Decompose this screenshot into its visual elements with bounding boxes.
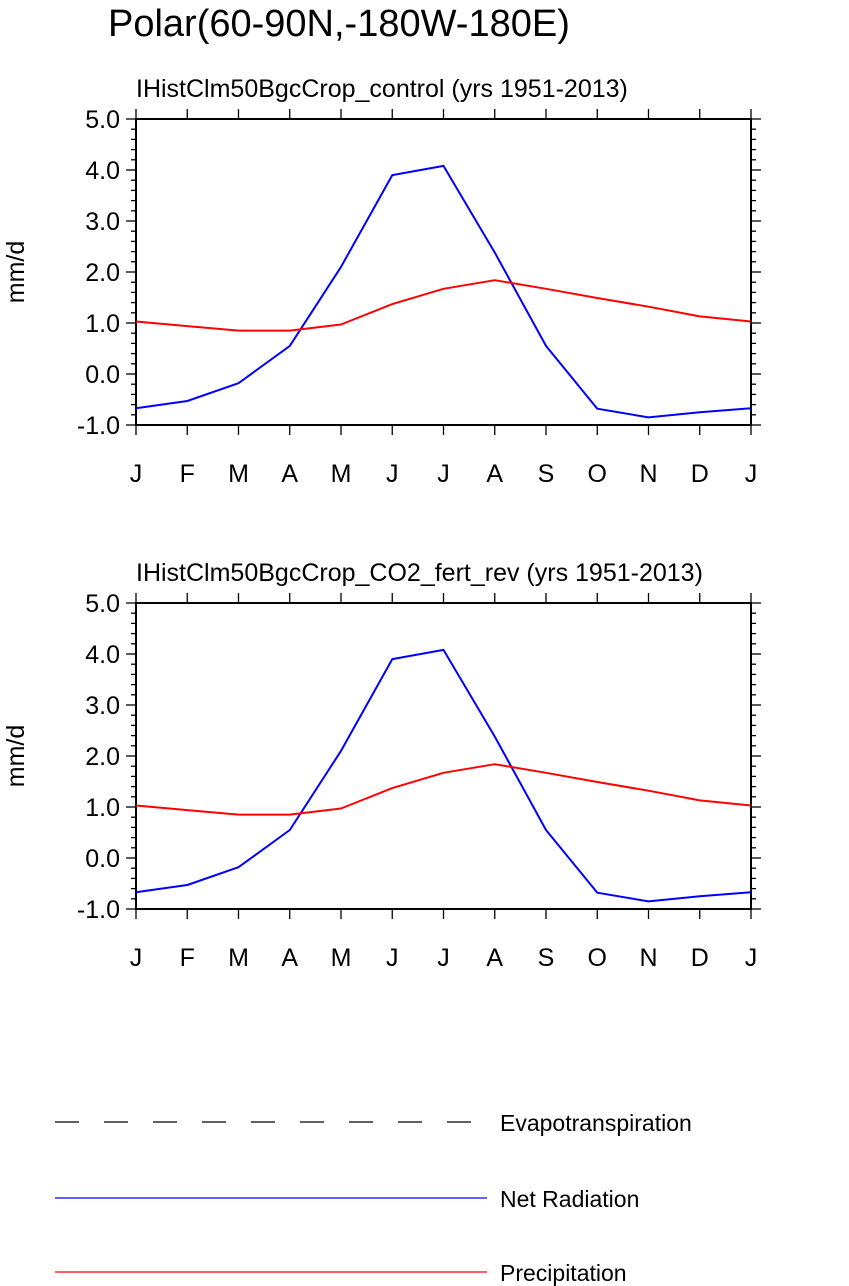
x-tick-label: F [180, 944, 195, 972]
y-ticks [126, 602, 761, 910]
x-tick-label: M [331, 944, 352, 972]
x-tick-label: A [486, 460, 503, 488]
x-tick-label: O [588, 944, 607, 972]
chart-title: IHistClm50BgcCrop_CO2_fert_rev (yrs 1951… [136, 559, 703, 587]
x-tick-label: J [386, 460, 399, 488]
x-tick-label: M [331, 460, 352, 488]
net-radiation-line [135, 164, 752, 419]
x-tick-label: J [386, 944, 399, 972]
y-tick-label: 1.0 [85, 310, 120, 338]
x-tick-label: D [691, 944, 709, 972]
y-tick-label: 4.0 [85, 157, 120, 185]
x-tick-label: M [228, 460, 249, 488]
x-tick-label: J [745, 460, 758, 488]
chart-panel-1: IHistClm50BgcCrop_control (yrs 1951-2013… [2, 75, 761, 488]
x-tick-label: J [437, 460, 450, 488]
y-axis-label: mm/d [2, 241, 30, 304]
chart-panels: IHistClm50BgcCrop_control (yrs 1951-2013… [2, 75, 761, 972]
x-tick-label: S [538, 460, 555, 488]
y-tick-label: 3.0 [85, 208, 120, 236]
net-radiation-line [135, 648, 752, 903]
x-tick-label: J [745, 944, 758, 972]
main-title: Polar(60-90N,-180W-180E) [108, 3, 570, 45]
precipitation-line [135, 763, 752, 816]
x-ticks [135, 109, 752, 435]
x-tick-label: A [281, 944, 298, 972]
y-tick-label: 5.0 [85, 106, 120, 134]
x-tick-label: M [228, 944, 249, 972]
chart-panel-2: IHistClm50BgcCrop_CO2_fert_rev (yrs 1951… [2, 559, 761, 972]
y-tick-label: 2.0 [85, 259, 120, 287]
plot-frame [135, 118, 752, 426]
y-tick-label: 0.0 [85, 361, 120, 389]
chart-title: IHistClm50BgcCrop_control (yrs 1951-2013… [136, 75, 628, 103]
y-tick-label: 4.0 [85, 641, 120, 669]
x-tick-label: N [639, 460, 657, 488]
plot-frame [135, 602, 752, 910]
legend-label: Precipitation [500, 1260, 627, 1286]
y-tick-label: 1.0 [85, 794, 120, 822]
x-tick-label: J [130, 460, 143, 488]
y-tick-label: 5.0 [85, 590, 120, 618]
y-tick-label: -1.0 [77, 412, 120, 440]
y-tick-label: -1.0 [77, 896, 120, 924]
x-tick-label: F [180, 460, 195, 488]
x-tick-label: A [281, 460, 298, 488]
x-tick-label: J [437, 944, 450, 972]
x-tick-label: S [538, 944, 555, 972]
legend-label: Net Radiation [500, 1186, 639, 1212]
x-tick-label: D [691, 460, 709, 488]
y-axis-label: mm/d [2, 725, 30, 788]
x-tick-label: N [639, 944, 657, 972]
x-tick-label: J [130, 944, 143, 972]
y-tick-label: 3.0 [85, 692, 120, 720]
y-tick-label: 2.0 [85, 743, 120, 771]
x-ticks [135, 593, 752, 919]
legend: Evapotranspiration Net Radiation Precipita… [55, 1110, 692, 1286]
precipitation-line [135, 279, 752, 332]
legend-label: Evapotranspiration [500, 1110, 692, 1136]
x-tick-label: A [486, 944, 503, 972]
y-tick-label: 0.0 [85, 845, 120, 873]
x-tick-label: O [588, 460, 607, 488]
